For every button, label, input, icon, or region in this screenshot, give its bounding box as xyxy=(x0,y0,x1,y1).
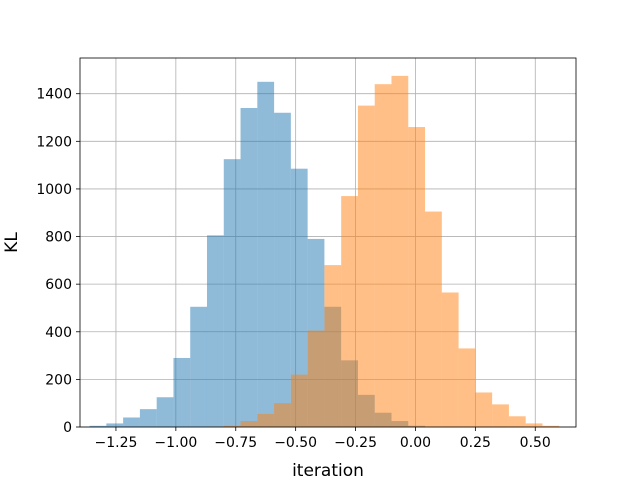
y-tick-label: 0 xyxy=(63,420,72,436)
histogram-bar-series-1 xyxy=(123,417,140,427)
x-tick-label: −0.25 xyxy=(334,435,377,451)
histogram-bar-series-2 xyxy=(274,403,291,427)
histogram-bar-series-1 xyxy=(156,397,174,427)
x-tick-label: 0.25 xyxy=(460,435,491,451)
histogram-bar-series-2 xyxy=(324,265,342,427)
histogram-bar-series-1 xyxy=(240,107,258,428)
histogram-bar-series-1 xyxy=(190,306,207,427)
x-tick-label: −1.00 xyxy=(154,435,197,451)
histogram-bar-series-2 xyxy=(307,330,325,427)
histogram-bar-series-2 xyxy=(240,421,258,427)
histogram-bar-series-1 xyxy=(274,112,291,428)
histogram-bar-series-1 xyxy=(139,409,157,427)
y-tick-label: 1000 xyxy=(36,182,72,198)
histogram-bar-series-2 xyxy=(223,425,241,427)
histogram-bar-series-1 xyxy=(89,425,107,427)
y-tick-label: 600 xyxy=(45,277,72,293)
histogram-bar-series-2 xyxy=(425,211,442,427)
histogram-bar-series-1 xyxy=(173,357,191,427)
x-tick-label: −0.75 xyxy=(214,435,257,451)
histogram-bar-series-2 xyxy=(374,84,392,427)
histogram-bar-series-2 xyxy=(525,423,543,427)
histogram-bar-series-2 xyxy=(508,416,526,427)
histogram-bar-series-2 xyxy=(341,196,358,427)
histogram-bar-series-2 xyxy=(391,75,409,428)
histogram-bar-series-2 xyxy=(290,374,308,427)
histogram-bar-series-2 xyxy=(492,404,509,427)
y-tick-label: 1200 xyxy=(36,134,72,150)
axis-ticks: −1.25 −1.00 −0.75 −0.50 −0.25 0.00 0.25 0.50 0 20… xyxy=(36,87,550,451)
histogram-bar-series-2 xyxy=(458,348,476,427)
y-tick-label: 400 xyxy=(45,325,72,341)
y-tick-label: 800 xyxy=(45,230,72,246)
y-tick-label: 200 xyxy=(45,372,72,388)
histogram-bar-series-2 xyxy=(475,392,493,427)
plot-area-frame xyxy=(79,57,577,428)
y-tick-label: 1400 xyxy=(36,87,72,103)
x-axis-label: iteration xyxy=(292,461,364,480)
x-tick-label: −0.50 xyxy=(274,435,317,451)
histogram-bar-series-1 xyxy=(257,81,275,427)
histogram-bar-series-1 xyxy=(290,168,308,427)
histogram-bar-series-2 xyxy=(357,105,375,427)
histogram-bar-series-1 xyxy=(206,235,224,427)
histogram-bar-series-2 xyxy=(408,127,426,428)
histogram-bars xyxy=(89,75,560,428)
histogram-bar-series-1 xyxy=(223,159,241,427)
x-tick-label: 0.00 xyxy=(400,435,431,451)
x-tick-label: 0.50 xyxy=(520,435,551,451)
histogram-bar-series-2 xyxy=(542,425,560,427)
histogram-bar-series-2 xyxy=(257,413,275,427)
y-axis-label: KL xyxy=(2,232,22,253)
histogram-bar-series-1 xyxy=(106,423,124,427)
histogram-bar-series-2 xyxy=(441,292,459,427)
x-tick-label: −1.25 xyxy=(94,435,137,451)
